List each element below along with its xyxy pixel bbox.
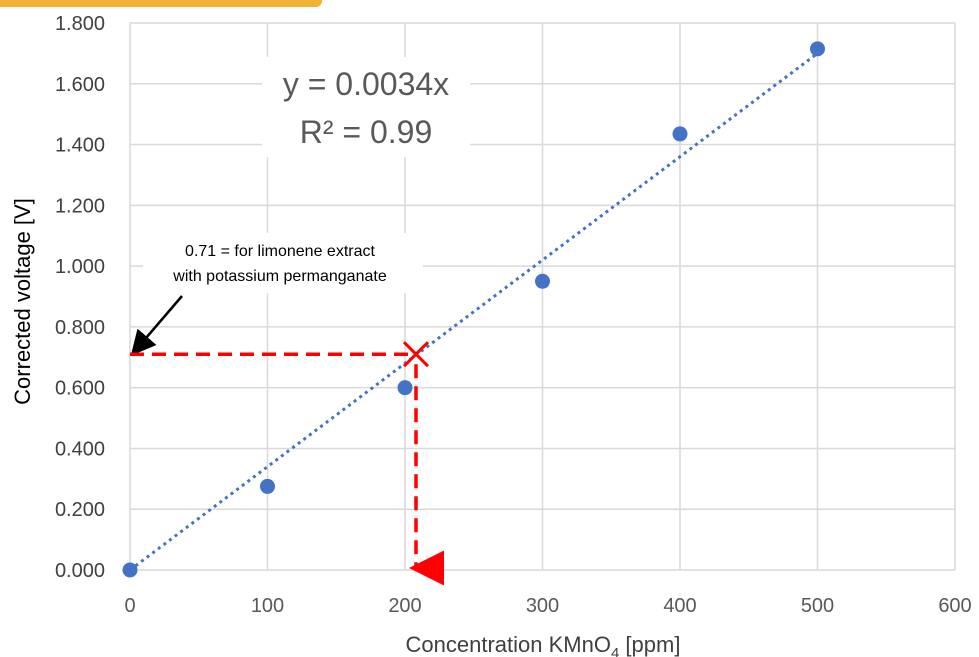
annotation-text: with potassium permanganate <box>172 268 387 285</box>
y-tick-label: 1.800 <box>55 13 105 35</box>
trendline <box>129 52 819 572</box>
top-tab-strip <box>0 0 322 7</box>
red-x-stroke <box>402 341 430 368</box>
x-tick-label: 400 <box>663 595 696 617</box>
y-tick-label: 0.000 <box>55 560 105 582</box>
data-point <box>122 562 138 578</box>
y-tick-label: 0.800 <box>55 317 105 339</box>
annotation-arrow <box>130 295 183 356</box>
red-x-marker <box>402 341 430 368</box>
x-tick-label: 600 <box>938 595 971 617</box>
data-point <box>535 273 550 289</box>
annotation-text: 0.71 = for limonene extract <box>185 243 375 260</box>
x-tick-label: 100 <box>251 595 284 617</box>
equation-label: y = 0.0034x <box>283 66 449 102</box>
x-tick-label: 0 <box>124 595 135 617</box>
y-tick-label: 1.600 <box>55 74 105 96</box>
x-tick-label: 200 <box>388 595 421 617</box>
y-tick-label: 0.600 <box>55 378 105 400</box>
x-tick-label: 300 <box>526 595 559 617</box>
x-axis-title: Concentration KMnO4 [ppm] <box>406 632 681 657</box>
data-point <box>810 41 825 57</box>
y-axis-title: Corrected voltage [V] <box>10 198 35 405</box>
y-tick-label: 0.400 <box>55 438 105 460</box>
equation-box <box>262 57 470 157</box>
annotation-box <box>143 233 423 293</box>
r-squared-label: R² = 0.99 <box>300 114 433 150</box>
y-tick-label: 0.200 <box>55 499 105 521</box>
data-point <box>260 478 275 494</box>
y-tick-label: 1.400 <box>55 135 105 157</box>
y-tick-label: 1.200 <box>55 195 105 217</box>
data-point <box>672 126 688 142</box>
data-point <box>397 380 413 396</box>
x-tick-label: 500 <box>801 595 834 617</box>
y-tick-label: 1.000 <box>55 256 105 278</box>
